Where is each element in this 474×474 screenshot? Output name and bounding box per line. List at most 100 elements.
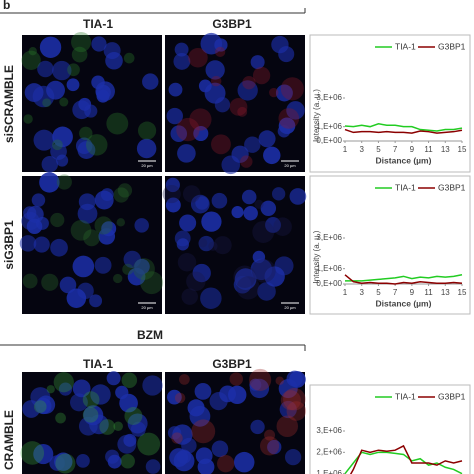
stain [116, 218, 126, 227]
cell [289, 188, 307, 205]
cell [250, 55, 265, 70]
stain [233, 265, 256, 288]
cell [46, 80, 65, 100]
cell [200, 287, 222, 309]
stain [140, 271, 164, 295]
stain [21, 50, 41, 70]
stain [59, 97, 69, 107]
stain [22, 273, 38, 289]
cell [145, 459, 161, 474]
stain [252, 259, 276, 283]
x-tick-label: 7 [393, 288, 398, 297]
stain [46, 385, 55, 394]
cell [214, 38, 228, 52]
cell [91, 36, 107, 52]
stain [229, 372, 243, 386]
stain [186, 271, 206, 292]
scale-bar-label: 20 µm [284, 305, 296, 310]
stain [174, 392, 186, 404]
cell [69, 393, 88, 412]
stain [41, 273, 59, 291]
column-header: TIA-1 [83, 17, 113, 31]
scale-bar-label: 20 µm [141, 305, 153, 310]
stain [55, 453, 76, 474]
stain [70, 219, 92, 241]
panel-label: b [3, 0, 10, 12]
cell [275, 84, 293, 102]
cell [94, 190, 114, 210]
stain [86, 134, 108, 156]
cell [170, 125, 188, 142]
cell [33, 236, 50, 253]
cell [257, 282, 276, 301]
cell [72, 100, 92, 120]
cell [271, 187, 286, 201]
cell [195, 447, 213, 465]
column-header: G3BP1 [212, 17, 252, 31]
cell [134, 258, 150, 275]
legend-label: G3BP1 [438, 41, 466, 51]
cell [58, 382, 73, 396]
column-header: TIA-1 [83, 357, 113, 371]
stain [249, 368, 272, 392]
stain [113, 273, 123, 284]
stain [20, 441, 45, 465]
cell [72, 379, 91, 398]
series-line [344, 123, 463, 132]
cell [117, 434, 137, 454]
stain [42, 98, 52, 108]
cell [83, 405, 104, 426]
cell [174, 42, 189, 57]
cell [193, 125, 209, 142]
stain [176, 117, 200, 142]
stain [208, 241, 218, 251]
stain [242, 76, 256, 90]
cell [201, 211, 222, 232]
stain [121, 372, 138, 388]
stain [53, 372, 74, 393]
stain [106, 112, 129, 135]
x-tick-label: 3 [359, 288, 364, 297]
cell [241, 189, 257, 205]
cell [59, 276, 77, 294]
y-tick-label: 1,E+06 [316, 264, 342, 273]
cell [192, 263, 211, 283]
cell [265, 217, 281, 233]
x-tick-label: 9 [410, 145, 415, 154]
series-line [349, 444, 463, 474]
stain [191, 419, 216, 444]
cell [37, 60, 54, 78]
cell [267, 439, 282, 455]
cell [41, 155, 59, 173]
cell [77, 282, 94, 300]
chart-frame [309, 175, 471, 315]
stain [254, 199, 264, 209]
x-tick-label: 9 [410, 288, 415, 297]
cell [66, 78, 80, 92]
y-tick-label: 0,E+00 [316, 279, 342, 288]
stain [133, 258, 155, 280]
cell [35, 216, 49, 230]
stain [56, 174, 72, 190]
cell [228, 385, 247, 405]
row-label: CRAMBLE [2, 410, 16, 470]
cell [231, 206, 244, 219]
cell [76, 454, 90, 468]
stain [213, 236, 232, 255]
stain [278, 108, 300, 129]
x-tick-label: 1 [343, 145, 348, 154]
cell [195, 196, 209, 210]
cell [173, 52, 191, 70]
legend-label: TIA-1 [395, 182, 416, 192]
cell [39, 172, 60, 193]
x-tick-label: 3 [359, 145, 364, 154]
stain [236, 276, 260, 300]
legend-label: TIA-1 [395, 391, 416, 401]
x-axis-title: Distance (µm) [376, 155, 432, 165]
cell [72, 255, 95, 278]
cell [198, 235, 214, 252]
cell [24, 83, 44, 102]
scale-bar-label: 20 µm [141, 163, 153, 168]
y-tick-label: 3,E+06 [316, 233, 342, 242]
stain [33, 400, 47, 413]
